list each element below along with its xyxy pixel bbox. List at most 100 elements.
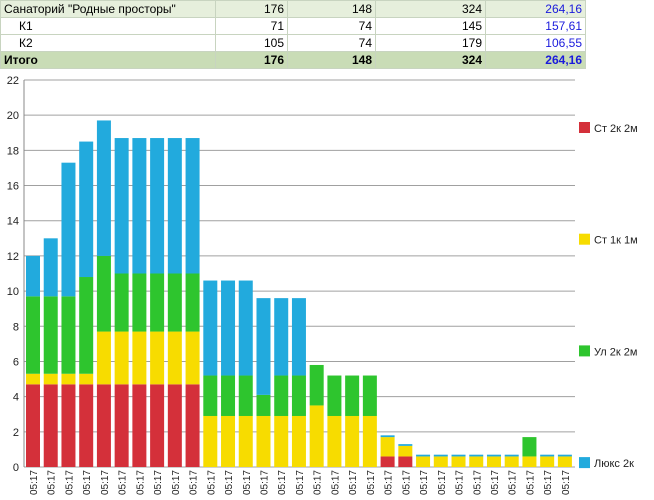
table-cell: 264,16	[485, 0, 586, 18]
x-tick-label: 05:17	[543, 470, 554, 495]
table-cell: 145	[375, 17, 486, 35]
bar-segment	[61, 296, 76, 374]
x-tick-label: 05:17	[561, 470, 572, 495]
y-tick-label: 0	[13, 462, 19, 474]
table-cell: 74	[287, 34, 376, 52]
table-cell: 71	[215, 17, 288, 35]
bar-segment	[185, 331, 200, 385]
bar-segment	[26, 255, 40, 297]
bar-segment	[150, 273, 165, 332]
bar-segment	[79, 373, 94, 385]
bar-segment	[43, 238, 58, 297]
bar-segment	[114, 384, 129, 467]
table-row: Итого 176 148 324 264,16	[0, 51, 586, 69]
y-tick-label: 8	[13, 321, 19, 333]
bar-segment	[486, 456, 501, 467]
bar-segment	[309, 405, 324, 467]
bar-segment	[167, 331, 182, 385]
bar-segment	[150, 331, 165, 385]
bar-segment	[451, 454, 466, 457]
bar-segment	[380, 437, 395, 457]
table-cell: Санаторий "Родные просторы"	[0, 0, 216, 18]
y-tick-label: 10	[7, 286, 19, 298]
bar-segment	[309, 364, 324, 406]
legend-swatch	[579, 122, 590, 133]
bar-segment	[61, 373, 76, 385]
bar-segment	[114, 331, 129, 385]
bar-segment	[327, 415, 342, 467]
x-tick-label: 05:17	[366, 470, 377, 495]
table-row: К2 105 74 179 106,55	[0, 34, 586, 52]
bar-segment	[203, 280, 218, 376]
bar-segment	[43, 384, 58, 467]
bar-segment	[469, 456, 484, 467]
legend-label: Люкс 2к	[594, 458, 634, 470]
bar-segment	[274, 298, 289, 376]
y-tick-label: 4	[13, 392, 19, 404]
legend-swatch	[579, 233, 590, 245]
legend-swatch	[579, 345, 590, 357]
table-cell: 148	[287, 0, 376, 18]
bar-segment	[256, 415, 271, 467]
bar-segment	[79, 141, 94, 278]
table-cell: 179	[375, 34, 486, 52]
x-tick-label: 05:17	[100, 470, 111, 495]
bar-segment	[132, 273, 147, 332]
bar-segment	[43, 373, 58, 385]
bar-segment	[114, 138, 129, 274]
x-tick-label: 05:17	[295, 470, 306, 495]
bar-segment	[132, 384, 147, 467]
bar-segment	[185, 384, 200, 467]
x-tick-label: 05:17	[384, 470, 395, 495]
bar-segment	[486, 454, 501, 457]
bar-segment	[362, 375, 377, 416]
bar-segment	[96, 120, 111, 256]
bar-segment	[274, 415, 289, 467]
x-tick-label: 05:17	[135, 470, 146, 495]
bar-segment	[26, 296, 40, 374]
bar-segment	[185, 273, 200, 332]
x-tick-label: 05:17	[348, 470, 359, 495]
legend-label: Ст 2к 2м	[594, 123, 638, 135]
bar-segment	[79, 277, 94, 374]
bar-segment	[291, 298, 306, 376]
bar-segment	[43, 296, 58, 374]
bar-segment	[79, 384, 94, 467]
x-tick-label: 05:17	[508, 470, 519, 495]
bar-segment	[398, 444, 413, 446]
x-tick-label: 05:17	[277, 470, 288, 495]
bar-segment	[203, 375, 218, 416]
bar-segment	[345, 415, 360, 467]
x-tick-label: 05:17	[171, 470, 182, 495]
table-cell: 176	[215, 51, 288, 69]
bar-segment	[96, 255, 111, 332]
bar-segment	[557, 456, 572, 467]
legend-swatch	[579, 457, 590, 469]
table-cell: 264,16	[485, 51, 586, 69]
bar-segment	[274, 375, 289, 416]
bar-segment	[416, 454, 431, 457]
legend-label: Ул 2к 2м	[594, 346, 637, 358]
bar-segment	[61, 162, 76, 297]
bar-segment	[238, 375, 253, 416]
bar-segment	[451, 456, 466, 467]
bar-segment	[398, 456, 413, 467]
bar-segment	[150, 138, 165, 274]
bar-segment	[327, 375, 342, 416]
bar-segment	[504, 454, 519, 457]
x-tick-label: 05:17	[330, 470, 341, 495]
bar-segment	[132, 138, 147, 274]
bar-segment	[380, 456, 395, 467]
x-tick-label: 05:17	[419, 470, 430, 495]
bar-segment	[221, 415, 236, 467]
table-cell: К1	[0, 17, 216, 35]
bar-segment	[150, 384, 165, 467]
bar-segment	[256, 298, 271, 395]
bar-segment	[96, 331, 111, 385]
bar-segment	[398, 445, 413, 457]
bar-segment	[469, 454, 484, 457]
bar-segment	[167, 384, 182, 467]
x-tick-label: 05:17	[525, 470, 536, 495]
